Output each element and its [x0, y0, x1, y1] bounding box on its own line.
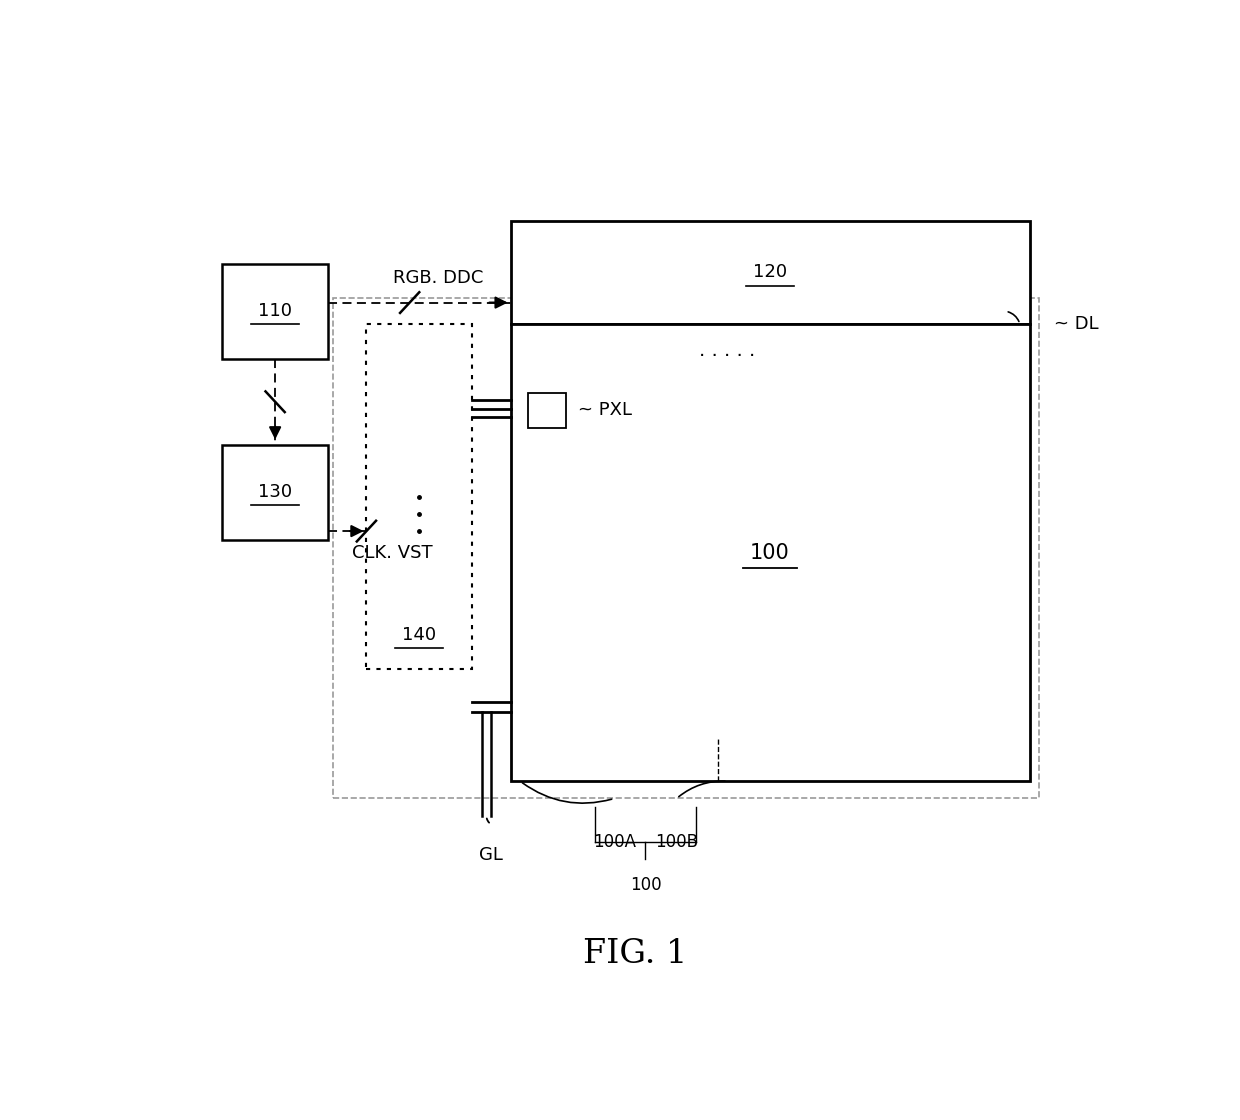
Text: 130: 130: [258, 484, 293, 502]
Bar: [332, 298, 1039, 799]
Text: 100: 100: [630, 876, 661, 894]
Text: ~ PXL: ~ PXL: [578, 401, 632, 419]
Text: GL: GL: [480, 846, 503, 864]
Text: . . . . .: . . . . .: [698, 340, 755, 360]
Text: 100: 100: [750, 543, 790, 562]
Text: FIG. 1: FIG. 1: [583, 937, 688, 970]
Text: 100A: 100A: [593, 833, 636, 851]
Text: ~ DL: ~ DL: [1054, 315, 1099, 333]
Bar: [222, 264, 327, 358]
Bar: [511, 221, 1029, 324]
Bar: [528, 393, 567, 428]
Text: 110: 110: [258, 302, 293, 320]
Bar: [222, 445, 327, 540]
Text: 100B: 100B: [655, 833, 698, 851]
Bar: [367, 324, 472, 669]
Text: RGB. DDC: RGB. DDC: [393, 269, 484, 287]
Text: CLK. VST: CLK. VST: [352, 544, 433, 562]
Text: 120: 120: [753, 263, 787, 281]
Text: 140: 140: [402, 626, 436, 644]
Bar: [511, 324, 1029, 782]
